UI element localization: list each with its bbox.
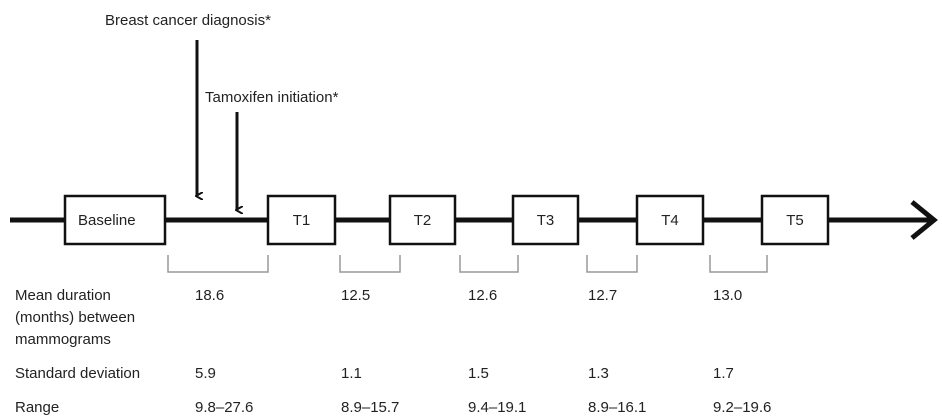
node-label: Baseline — [78, 212, 136, 229]
interval-bracket — [459, 255, 519, 273]
timeline-arrowhead — [910, 200, 938, 240]
node-label: T5 — [786, 212, 804, 229]
interval-bracket — [167, 255, 269, 273]
brackets — [167, 255, 768, 273]
cell-value: 1.1 — [341, 365, 362, 382]
cell-value: 8.9–15.7 — [341, 399, 399, 416]
cell-value: 1.3 — [588, 365, 609, 382]
tamoxifen-label: Tamoxifen initiation* — [205, 89, 339, 106]
cell-value: 1.7 — [713, 365, 734, 382]
cell-value: 18.6 — [195, 287, 224, 304]
row-label: (months) between — [15, 309, 135, 326]
cell-value: 8.9–16.1 — [588, 399, 646, 416]
node-label: T4 — [661, 212, 679, 229]
cell-value: 9.2–19.6 — [713, 399, 771, 416]
node-label: T3 — [537, 212, 555, 229]
cell-value: 1.5 — [468, 365, 489, 382]
interval-bracket — [586, 255, 638, 273]
node-label: T1 — [293, 212, 311, 229]
cell-value: 5.9 — [195, 365, 216, 382]
node-box — [266, 194, 337, 246]
cell-value: 12.6 — [468, 287, 497, 304]
node-box — [511, 194, 580, 246]
row-label: Mean duration — [15, 287, 111, 304]
cell-value: 13.0 — [713, 287, 742, 304]
cell-value: 9.4–19.1 — [468, 399, 526, 416]
row-label: Standard deviation — [15, 365, 140, 382]
interval-bracket — [709, 255, 768, 273]
node-box — [635, 194, 705, 246]
node-box — [760, 194, 830, 246]
node-label: T2 — [414, 212, 432, 229]
node-box — [388, 194, 457, 246]
table: Mean duration (months) between mammograms 1… — [15, 287, 771, 416]
cell-value: 9.8–27.6 — [195, 399, 253, 416]
row-label: Range — [15, 399, 59, 416]
cell-value: 12.7 — [588, 287, 617, 304]
interval-bracket — [339, 255, 401, 273]
diagnosis-label: Breast cancer diagnosis* — [105, 12, 271, 29]
node-box — [63, 194, 167, 246]
row-label: mammograms — [15, 331, 111, 348]
nodes: Baseline T1 T2 T3 T4 T5 — [63, 194, 830, 246]
cell-value: 12.5 — [341, 287, 370, 304]
